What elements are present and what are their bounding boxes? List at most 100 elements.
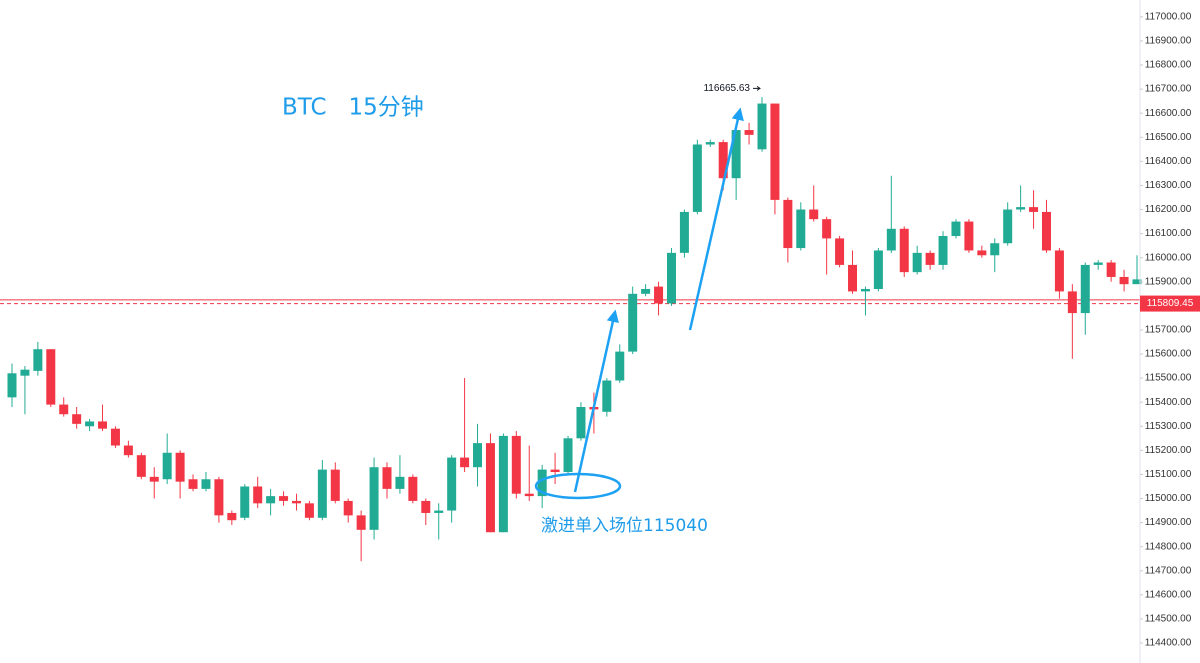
y-tick-label: 116300.00 [1145, 180, 1192, 191]
candle-body [848, 264, 858, 292]
y-tick-label: 115200.00 [1145, 445, 1192, 456]
candle-body [369, 467, 379, 530]
candle-body [498, 435, 508, 533]
candle-body [705, 142, 715, 145]
candle-body [330, 469, 340, 501]
candle-body [925, 252, 935, 265]
candle-body [524, 493, 534, 497]
y-tick-label: 114600.00 [1145, 589, 1192, 600]
candle-body [110, 428, 120, 446]
arrow [688, 107, 744, 331]
candle-body [149, 476, 159, 482]
candle-body [938, 236, 948, 265]
annotation: 激进单入场位115040 [541, 516, 708, 536]
candle-body [317, 469, 327, 518]
y-tick-label: 115400.00 [1145, 397, 1192, 408]
candle-body [899, 228, 909, 273]
candle-body [511, 435, 521, 494]
y-tick-label: 116500.00 [1145, 132, 1192, 143]
candle-body [395, 476, 405, 489]
candle-body [473, 443, 483, 468]
price-label-bg [1140, 295, 1200, 312]
candle-body [537, 469, 547, 497]
candle-body [162, 452, 172, 480]
candle-body [1067, 291, 1077, 314]
candle-body [266, 496, 276, 504]
candle-body [201, 479, 211, 489]
y-tick-label: 116900.00 [1145, 36, 1192, 47]
candle-body [602, 380, 612, 412]
candle-body [1119, 276, 1129, 285]
candle-body [912, 252, 922, 273]
candle-body [485, 443, 495, 533]
candle-body [253, 486, 263, 504]
candle-body [692, 144, 702, 212]
candle-body [447, 457, 457, 511]
candle-body [860, 288, 870, 292]
candle-body [1016, 207, 1026, 210]
y-tick-label: 116700.00 [1145, 84, 1192, 95]
candle-body [85, 421, 95, 427]
candle-body [20, 369, 30, 376]
candle-body [175, 452, 185, 482]
y-tick-label: 116000.00 [1145, 252, 1192, 263]
candle-body [240, 486, 250, 518]
candle-body [46, 349, 56, 405]
candle-body [783, 199, 793, 249]
candle-body [214, 479, 224, 516]
candle-body [72, 414, 82, 424]
candle-body [1041, 211, 1051, 251]
candle-body [641, 288, 651, 294]
chart-title: BTC 15分钟 [282, 95, 424, 121]
y-tick-label: 115300.00 [1145, 421, 1192, 432]
price-label: 115809.45 [1147, 298, 1194, 309]
candle-body [744, 130, 754, 135]
candle-body [59, 404, 69, 415]
candle-body [382, 467, 392, 489]
y-tick-label: 116600.00 [1145, 108, 1192, 119]
y-tick-label: 116100.00 [1145, 228, 1192, 239]
candle-body [1054, 250, 1064, 292]
y-tick-label: 116200.00 [1145, 204, 1192, 215]
y-tick-label: 114800.00 [1145, 541, 1192, 552]
candle-body [718, 142, 728, 179]
candle-body [615, 351, 625, 381]
candle-body [1106, 262, 1116, 277]
y-tick-label: 116800.00 [1145, 60, 1192, 71]
candle-body [563, 438, 573, 473]
candle-body [291, 500, 301, 504]
candle-body [33, 349, 43, 371]
y-tick-label: 114900.00 [1145, 517, 1192, 528]
candle-body [628, 293, 638, 352]
y-tick-label: 115900.00 [1145, 276, 1192, 287]
candle-body [576, 406, 586, 439]
candle-body [460, 457, 470, 468]
candle-body [873, 250, 883, 289]
y-tick-label: 114400.00 [1145, 638, 1192, 649]
candle-body [977, 250, 987, 256]
candle-body [7, 373, 17, 398]
candle-body [279, 496, 289, 501]
candle-body [408, 476, 418, 501]
y-tick-label: 116400.00 [1145, 156, 1192, 167]
candle-body [822, 219, 832, 239]
candle-body [356, 515, 366, 530]
candle-body [666, 252, 676, 304]
candle-body [809, 209, 819, 220]
y-tick-label: 115700.00 [1145, 325, 1192, 336]
y-tick-label: 114700.00 [1145, 565, 1192, 576]
candle-body [304, 503, 314, 518]
candle-body [731, 130, 741, 179]
candle-body [1080, 264, 1090, 314]
y-tick-label: 115100.00 [1145, 469, 1192, 480]
y-tick-label: 115000.00 [1145, 493, 1192, 504]
candle-body [757, 103, 767, 150]
candle-body [654, 286, 664, 304]
y-tick-label: 117000.00 [1145, 11, 1192, 22]
y-tick-label: 115500.00 [1145, 373, 1192, 384]
y-tick-label: 114500.00 [1145, 614, 1192, 625]
candle-body [1093, 262, 1103, 265]
candle-body [1132, 279, 1142, 285]
